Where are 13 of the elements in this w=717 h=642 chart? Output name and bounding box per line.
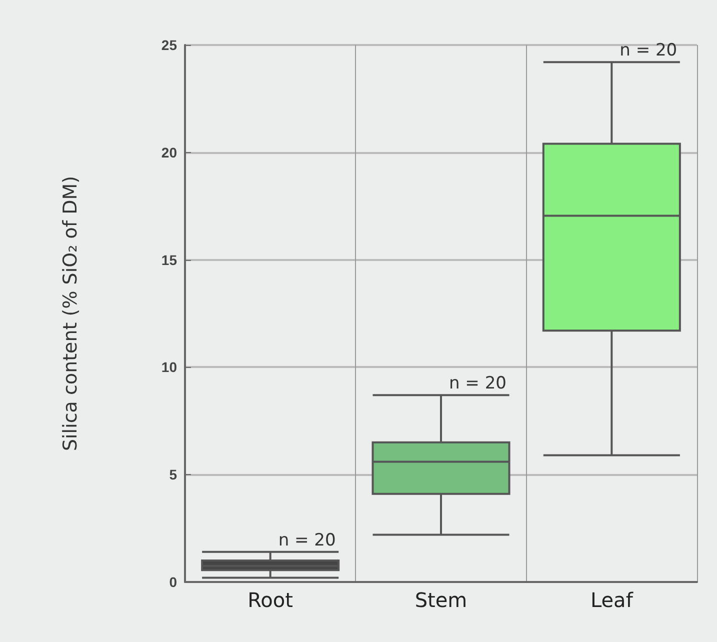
annotation: n = 20 (449, 374, 506, 394)
y-axis-title: Silica content (% SiO₂ of DM) (60, 176, 82, 452)
y-tick-label: 25 (161, 37, 178, 53)
annotation: n = 20 (620, 40, 678, 61)
y-tick-label: 0 (169, 574, 178, 590)
x-tick-label: Leaf (590, 588, 634, 612)
x-tick-label: Root (248, 588, 294, 612)
y-tick-label: 20 (161, 144, 178, 160)
x-tick-label: Stem (414, 588, 468, 612)
annotation: n = 20 (278, 530, 336, 550)
y-tick-label: 15 (161, 252, 178, 268)
y-tick-label: 10 (161, 359, 178, 376)
y-tick-label: 5 (169, 466, 178, 483)
